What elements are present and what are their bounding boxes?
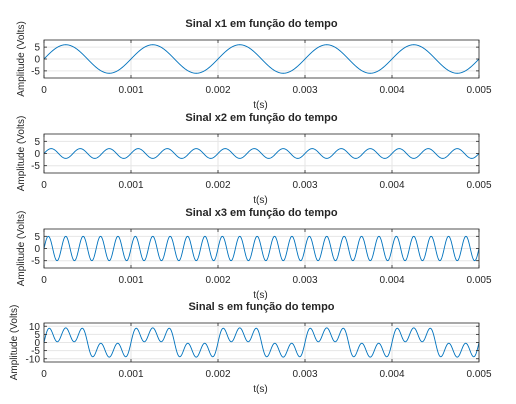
series-line <box>43 44 480 74</box>
y-tick-label: 0 <box>34 338 40 349</box>
chart-title: Sinal x2 em função do tempo <box>185 112 337 124</box>
x-tick-label: 0 <box>41 85 47 96</box>
series-line <box>43 148 480 159</box>
x-tick-label: 0.002 <box>205 85 230 96</box>
y-tick-label: 10 <box>29 322 41 333</box>
series-line <box>43 235 480 262</box>
x-tick-label: 0.005 <box>466 180 491 191</box>
chart-title: Sinal s em função do tempo <box>188 301 334 313</box>
x-tick-label: 0.001 <box>118 369 143 380</box>
x-tick-label: 0.002 <box>205 369 230 380</box>
x-tick-label: 0.001 <box>118 180 143 191</box>
x-tick-label: 0.004 <box>379 85 404 96</box>
x-tick-label: 0.004 <box>379 180 404 191</box>
y-tick-label: -10 <box>26 354 41 365</box>
y-tick-label: 5 <box>34 43 40 54</box>
y-tick-label: 0 <box>34 149 40 160</box>
x-tick-label: 0.002 <box>205 275 230 286</box>
x-tick-label: 0.005 <box>466 369 491 380</box>
y-tick-label: 5 <box>34 137 40 148</box>
x-tick-label: 0 <box>41 180 47 191</box>
y-axis-label: Amplitude (Volts) <box>16 116 27 192</box>
y-axis-label: Amplitude (Volts) <box>16 21 27 97</box>
y-tick-label: 0 <box>34 55 40 66</box>
x-axis-label: t(s) <box>253 195 267 206</box>
y-tick-label: 5 <box>34 232 40 243</box>
x-axis-label: t(s) <box>253 290 267 301</box>
chart-title: Sinal x1 em função do tempo <box>185 18 337 30</box>
x-tick-label: 0.002 <box>205 180 230 191</box>
x-tick-label: 0.001 <box>118 275 143 286</box>
y-tick-label: -5 <box>31 161 40 172</box>
x-tick-label: 0 <box>41 369 47 380</box>
x-tick-label: 0.003 <box>292 180 317 191</box>
x-tick-label: 0.004 <box>379 275 404 286</box>
y-axis-label: Amplitude (Volts) <box>16 211 27 287</box>
y-tick-label: -5 <box>31 346 40 357</box>
y-tick-label: -5 <box>31 66 40 77</box>
series-line <box>43 327 480 358</box>
x-tick-label: 0.003 <box>292 275 317 286</box>
chart-title: Sinal x3 em função do tempo <box>185 207 337 219</box>
x-tick-label: 0.005 <box>466 275 491 286</box>
y-tick-label: 5 <box>34 330 40 341</box>
y-tick-label: -5 <box>31 256 40 267</box>
x-axis-label: t(s) <box>253 384 267 395</box>
x-axis-label: t(s) <box>253 100 267 111</box>
y-axis-label: Amplitude (Volts) <box>9 305 20 381</box>
x-tick-label: 0.004 <box>379 369 404 380</box>
y-tick-label: 0 <box>34 244 40 255</box>
x-tick-label: 0 <box>41 275 47 286</box>
x-tick-label: 0.001 <box>118 85 143 96</box>
subplot-4: 0 0.001 0.002 0.003 0.004 0.005-10-50510Sinal… <box>9 301 492 395</box>
x-tick-label: 0.005 <box>466 85 491 96</box>
x-tick-label: 0.003 <box>292 369 317 380</box>
x-tick-label: 0.003 <box>292 85 317 96</box>
